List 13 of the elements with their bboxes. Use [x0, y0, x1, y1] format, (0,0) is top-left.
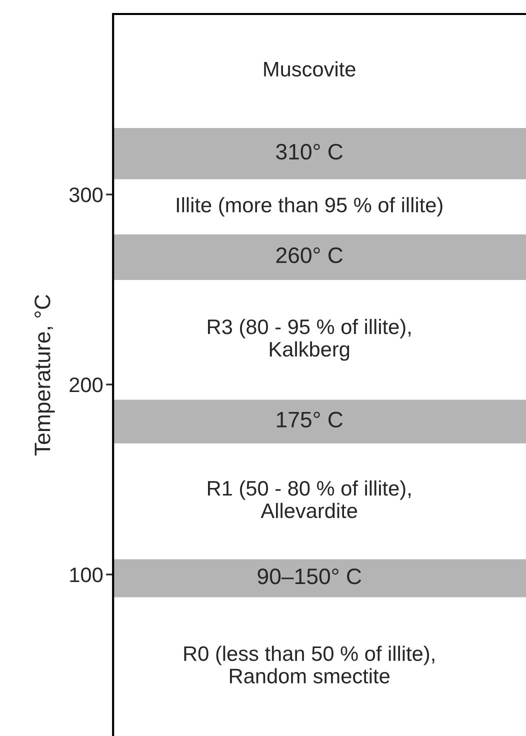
band-label: 175° C: [276, 412, 343, 428]
band-label: 310° C: [276, 144, 343, 160]
annotation: Muscovite: [264, 61, 356, 77]
annotation: Illite (more than 95 % of illite): [176, 197, 442, 217]
y-axis-title: Temperature, °C: [34, 294, 55, 456]
annotation: R1 (50 - 80 % of illite), Allevardite: [208, 480, 411, 518]
band-label: 260° C: [276, 247, 343, 264]
y-tick-label: 300: [69, 187, 103, 202]
annotation: R3 (80 - 95 % of illite), Kalkberg: [208, 318, 411, 361]
annotation: R0 (less than 50 % of illite), Random smectite: [184, 646, 434, 684]
y-tick-label: 100: [70, 568, 103, 582]
band-label: 90–150° C: [258, 568, 362, 584]
y-tick-label: 200: [70, 377, 103, 392]
